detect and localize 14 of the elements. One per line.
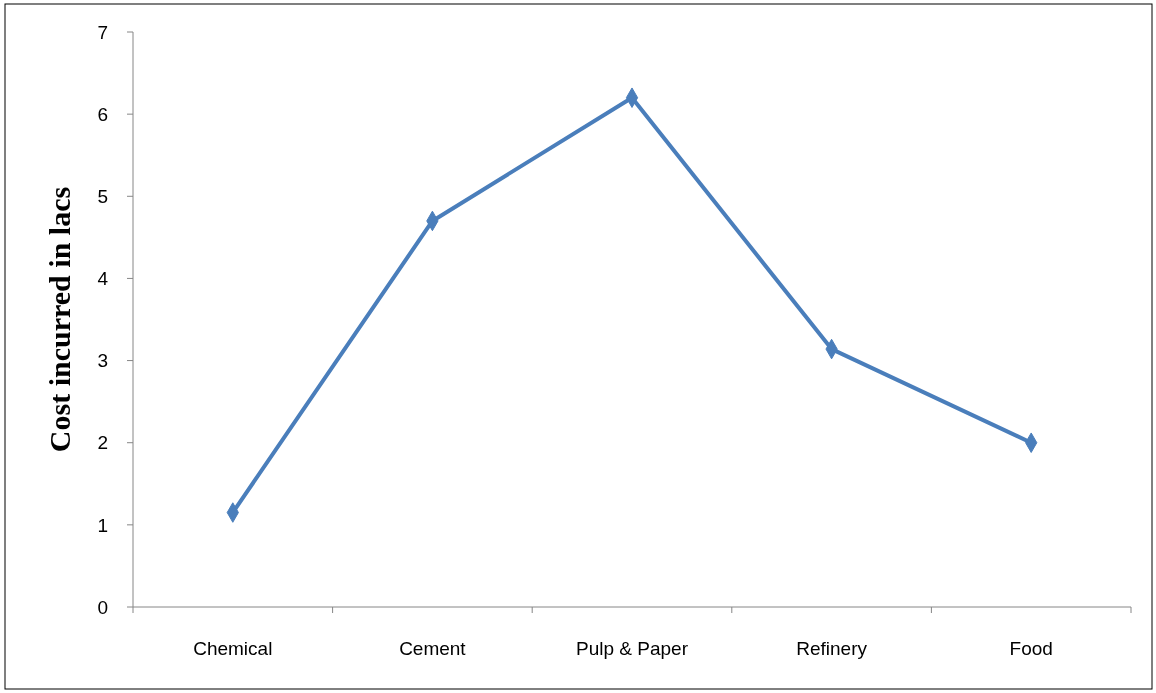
x-tick-label: Refinery <box>796 638 868 659</box>
x-tick-label: Pulp & Paper <box>576 638 689 659</box>
y-tick-label: 4 <box>97 268 109 290</box>
x-tick-label: Chemical <box>193 638 273 659</box>
y-tick-label: 7 <box>97 21 108 43</box>
y-tick-label: 1 <box>97 514 108 536</box>
x-tick-label: Food <box>1009 638 1053 659</box>
y-axis-title: Cost incurred in lacs <box>43 186 76 453</box>
y-tick-label: 5 <box>97 185 108 207</box>
y-tick-label: 3 <box>97 350 108 372</box>
x-tick-label: Cement <box>399 638 467 659</box>
y-tick-label: 2 <box>97 432 108 454</box>
y-tick-label: 0 <box>97 596 108 618</box>
y-tick-label: 6 <box>97 103 108 125</box>
